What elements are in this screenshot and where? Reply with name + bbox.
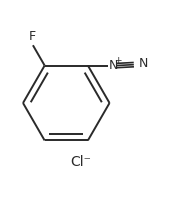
Text: Cl⁻: Cl⁻ [70, 156, 91, 170]
Text: N: N [109, 59, 118, 72]
Text: +: + [114, 56, 122, 65]
Text: N: N [138, 57, 148, 70]
Text: F: F [29, 29, 36, 43]
